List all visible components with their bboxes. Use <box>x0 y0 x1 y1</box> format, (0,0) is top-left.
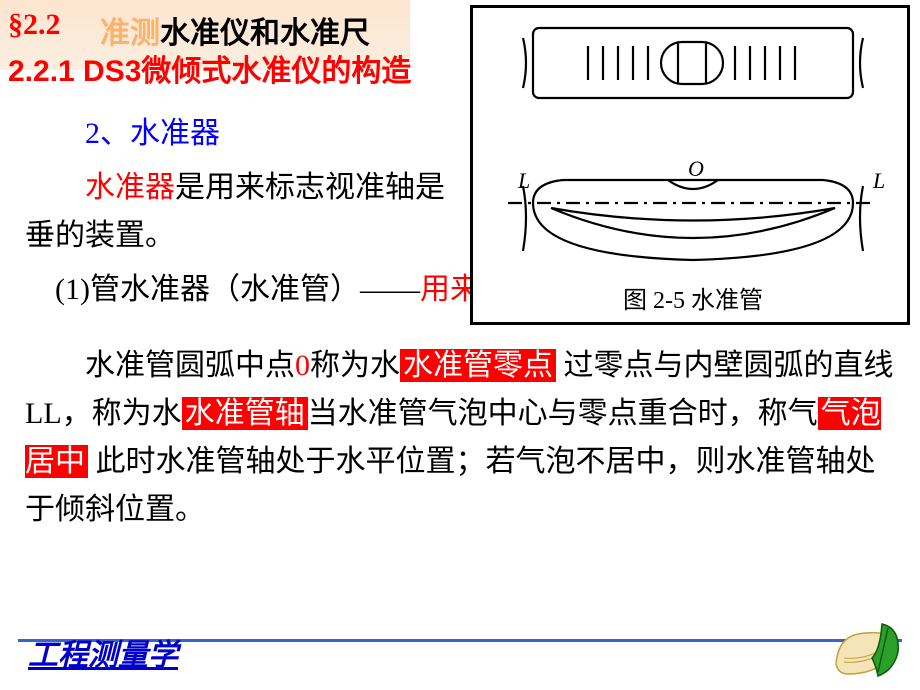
figure-caption: 图 2-5 水准管 <box>623 287 763 314</box>
highlight-zero-point: 水准管零点 <box>400 349 556 382</box>
p3-d: 当水准管气泡中心与零点重合时，称气 <box>308 397 818 430</box>
label-O: O <box>688 156 704 181</box>
item1-label: (1)管水准器（水准管）—— <box>55 273 420 306</box>
paragraph-3: 水准管圆弧中点0称为水水准管零点 过零点与内壁圆弧的直线LL，称为水水准管轴当水… <box>25 342 895 534</box>
section-number: §2.2 <box>8 8 61 42</box>
highlight-tube-axis: 水准管轴 <box>182 397 308 430</box>
label-L: L <box>517 168 530 193</box>
figure-svg: L O L 图 2-5 水准管 <box>473 8 907 322</box>
label-L2: L <box>872 168 885 193</box>
p3-e: 此时水准管轴处于水平位置；若气泡不居中，则水准管轴处于倾斜位置。 <box>25 445 876 526</box>
def-suffix: 是用来标志视准轴是 <box>175 171 445 204</box>
p3-zero: 0 <box>295 349 310 382</box>
figure-box: L O L 图 2-5 水准管 <box>470 5 910 325</box>
subsection-title: 2.2.1 DS3微倾式水准仪的构造 <box>8 46 411 90</box>
term-red: 水准器 <box>85 171 175 204</box>
footer-title: 工程测量学 <box>28 630 178 674</box>
p3-b: 称为水 <box>310 349 400 382</box>
p3-a: 水准管圆弧中点 <box>85 349 295 382</box>
decor-icon <box>830 618 908 682</box>
